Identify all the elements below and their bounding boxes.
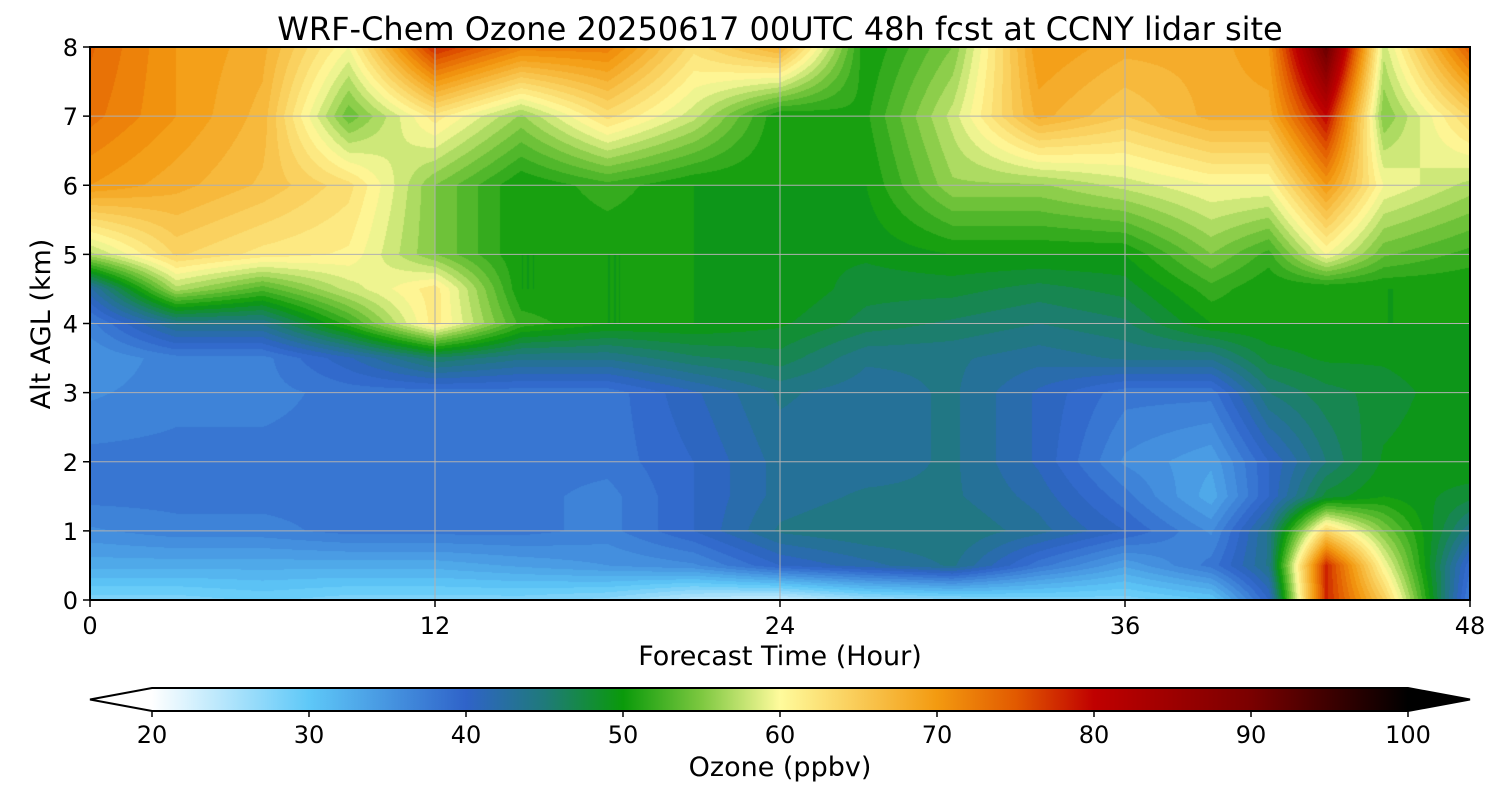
colorbar-extend-high [1408, 688, 1470, 711]
x-tick-label: 0 [82, 612, 97, 640]
colorbar-ticks: 20 30 40 50 60 70 80 90 100 [137, 711, 1431, 749]
y-axis-ticks: 0 1 2 3 4 5 6 7 8 [63, 34, 90, 615]
colorbar-tick-label: 80 [1079, 721, 1110, 749]
colorbar-bar [152, 688, 1408, 711]
y-tick-label: 5 [63, 241, 78, 269]
chart-title: WRF-Chem Ozone 20250617 00UTC 48h fcst a… [277, 10, 1282, 48]
x-tick-label: 24 [765, 612, 796, 640]
y-tick-label: 3 [63, 380, 78, 408]
y-tick-label: 0 [63, 587, 78, 615]
y-tick-label: 4 [63, 311, 78, 339]
colorbar-tick-label: 30 [294, 721, 325, 749]
colorbar: 20 30 40 50 60 70 80 90 100 Ozone (ppbv) [89, 687, 1471, 783]
x-tick-label: 36 [1110, 612, 1141, 640]
colorbar-tick-label: 90 [1236, 721, 1267, 749]
y-tick-label: 8 [63, 34, 78, 62]
colorbar-tick-label: 100 [1385, 721, 1431, 749]
colorbar-tick-label: 40 [451, 721, 482, 749]
y-tick-label: 6 [63, 172, 78, 200]
x-tick-label: 12 [420, 612, 451, 640]
colorbar-tick-label: 50 [608, 721, 639, 749]
y-tick-label: 7 [63, 103, 78, 131]
y-tick-label: 1 [63, 518, 78, 546]
y-axis-label: Alt AGL (km) [26, 239, 57, 410]
colorbar-tick-label: 60 [765, 721, 796, 749]
colorbar-tick-label: 70 [922, 721, 953, 749]
colorbar-tick-label: 20 [137, 721, 168, 749]
colorbar-label: Ozone (ppbv) [689, 752, 872, 783]
plot-area [89, 46, 1471, 601]
x-tick-label: 48 [1455, 612, 1486, 640]
colorbar-extend-low [90, 688, 152, 711]
x-axis-label: Forecast Time (Hour) [638, 641, 922, 672]
x-axis-ticks: 0 12 24 36 48 [82, 600, 1485, 640]
y-tick-label: 2 [63, 449, 78, 477]
